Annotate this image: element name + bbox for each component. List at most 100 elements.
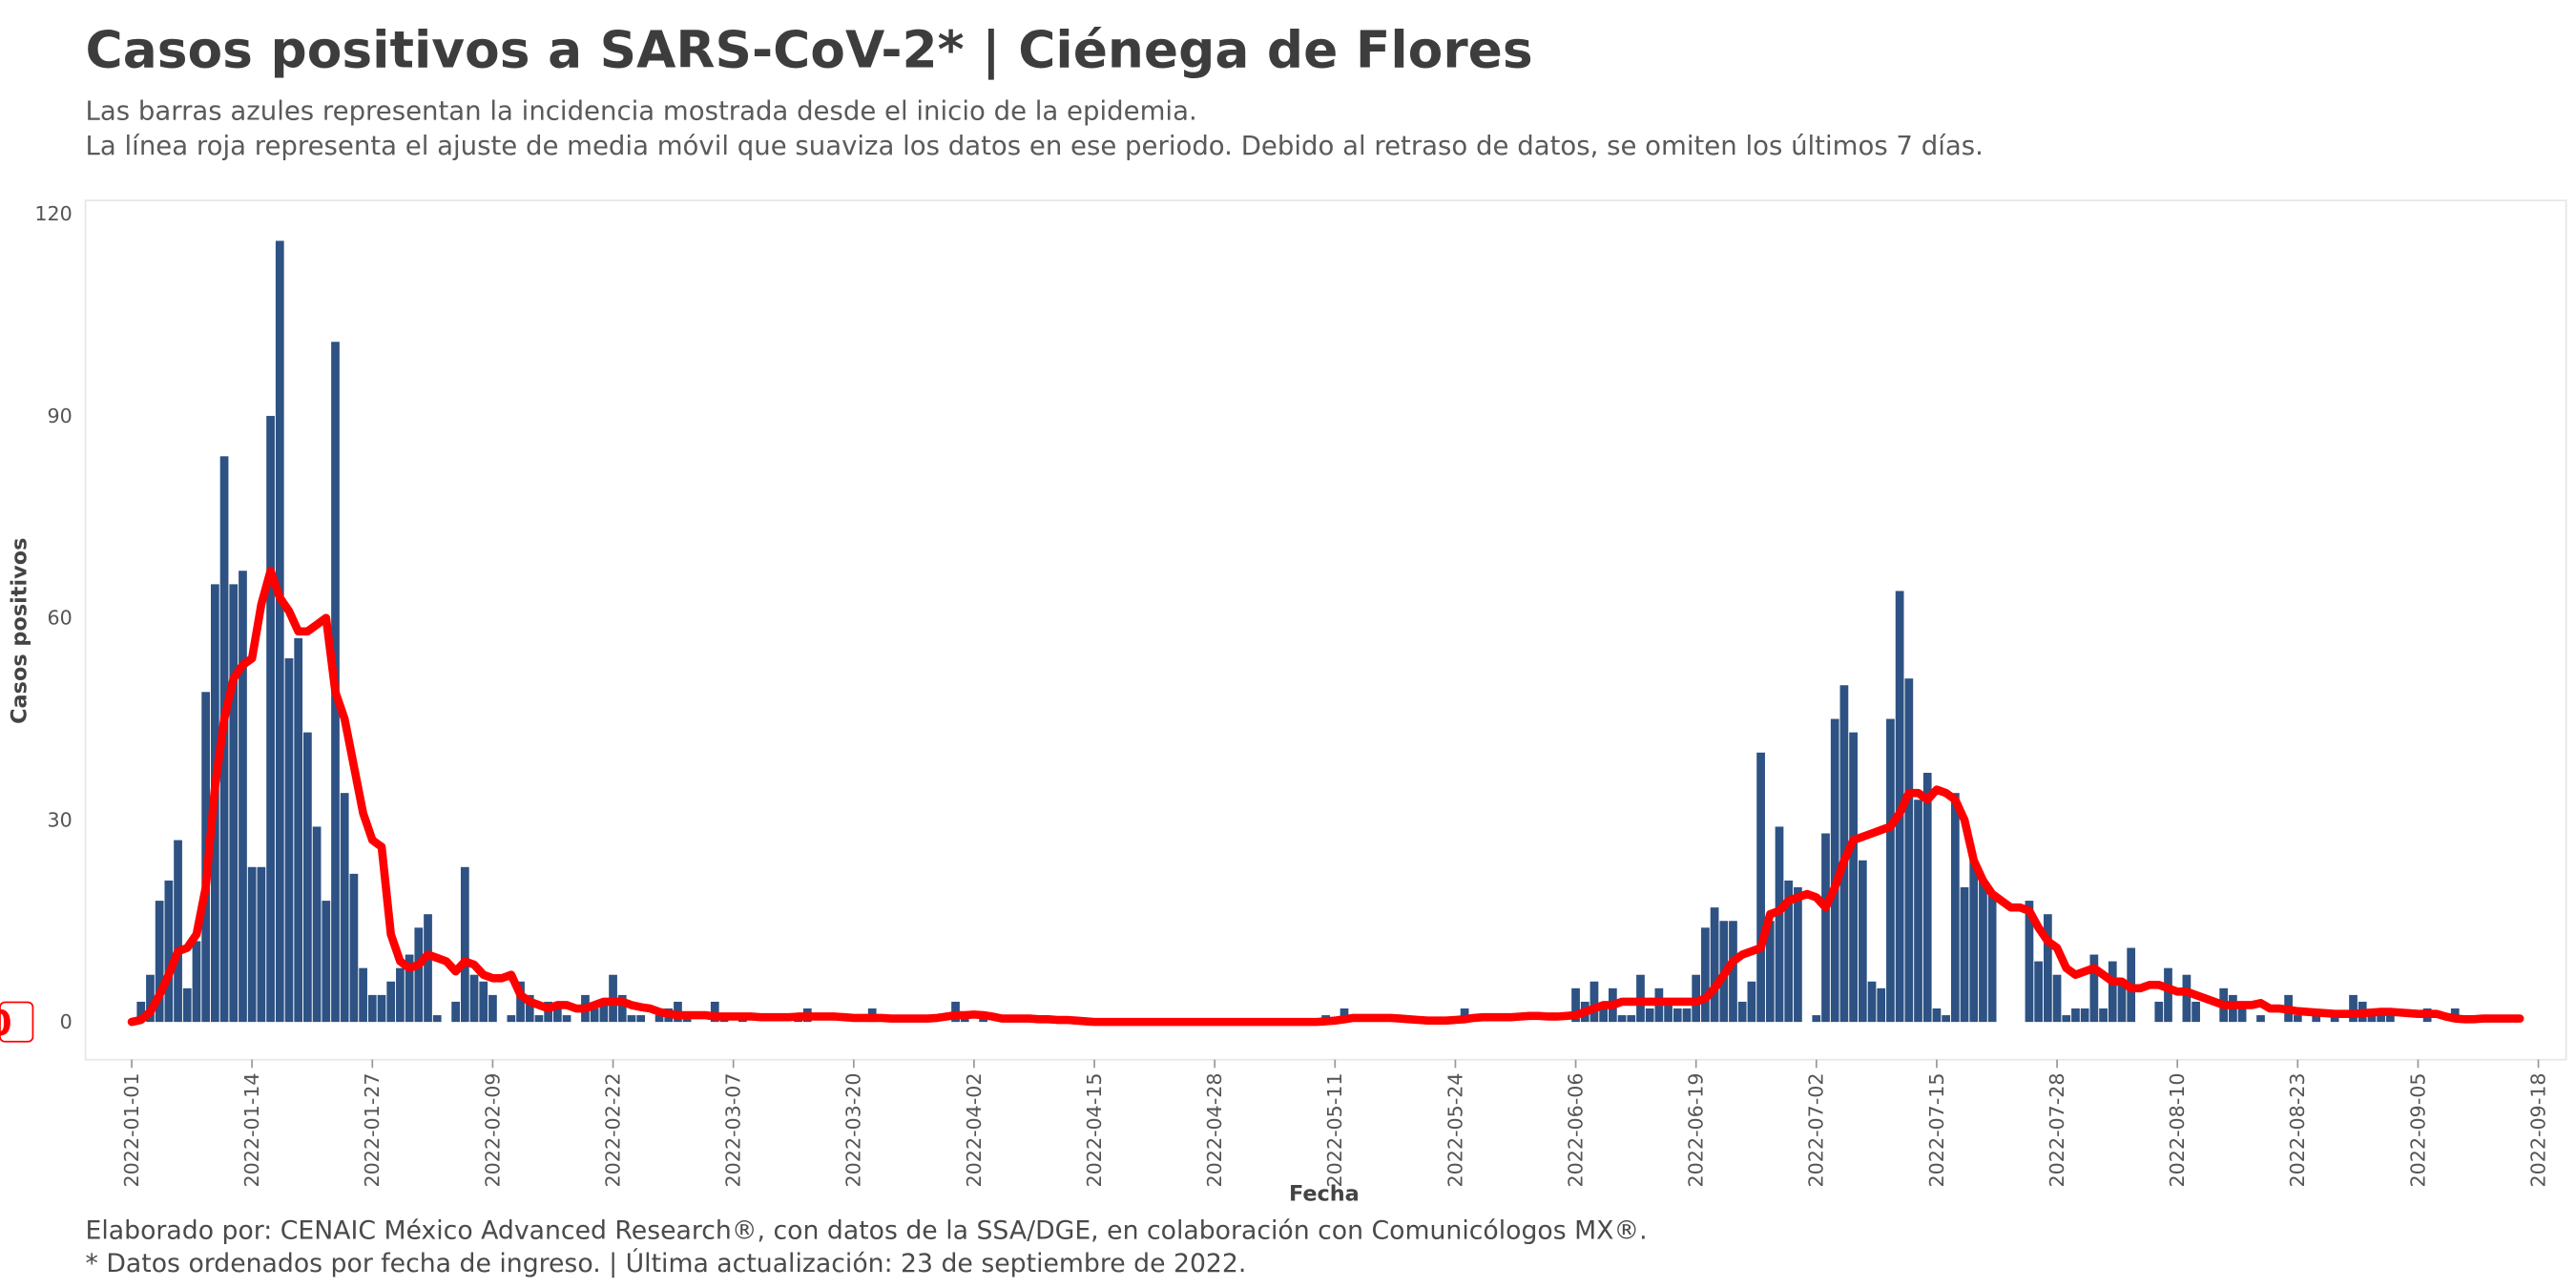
x-tick-label: 2022-09-18 <box>2526 1072 2549 1187</box>
bar <box>1747 981 1756 1023</box>
bar <box>2034 961 2044 1023</box>
bar <box>414 927 424 1023</box>
bar <box>312 826 322 1023</box>
x-tick-label: 2022-04-15 <box>1083 1072 1106 1187</box>
bar <box>359 967 367 1023</box>
bar <box>710 1001 719 1023</box>
x-tick-label: 2022-01-14 <box>240 1072 263 1187</box>
bar <box>2052 974 2062 1023</box>
x-tick-label: 2022-07-15 <box>1925 1072 1948 1187</box>
x-tick-label: 2022-02-09 <box>481 1072 504 1187</box>
bar <box>2330 1015 2339 1023</box>
bar <box>1794 886 1802 1023</box>
bar <box>146 974 155 1023</box>
bar <box>377 994 386 1023</box>
bar <box>1672 1008 1682 1023</box>
bar <box>1682 1008 1692 1023</box>
bar <box>247 866 257 1023</box>
bar <box>303 732 312 1023</box>
bar <box>525 994 534 1023</box>
bar <box>192 941 201 1023</box>
bar <box>1867 981 1877 1023</box>
bar <box>488 994 497 1023</box>
x-tick-label: 2022-03-20 <box>842 1072 865 1187</box>
end-label-box <box>0 1001 34 1043</box>
bar <box>155 901 164 1023</box>
x-tick-label: 2022-08-23 <box>2286 1072 2309 1187</box>
bar <box>2080 1008 2089 1023</box>
bar <box>2099 1008 2108 1023</box>
bar <box>424 914 432 1023</box>
bar <box>1710 907 1719 1023</box>
bar <box>257 866 266 1023</box>
bar <box>1599 1008 1609 1023</box>
bar <box>2293 1015 2302 1023</box>
bar <box>1701 927 1710 1023</box>
x-axis-label: Fecha <box>1289 1182 1360 1207</box>
bar <box>1969 860 1979 1023</box>
bar <box>1979 880 1987 1023</box>
bar <box>1737 1001 1747 1023</box>
bar <box>1775 826 1784 1023</box>
subtitle: La línea roja representa el ajuste de me… <box>86 131 1984 161</box>
x-tick-label: 2022-05-11 <box>1323 1072 1346 1187</box>
bar <box>2367 1015 2377 1023</box>
bar <box>1904 678 1914 1023</box>
bar <box>599 1001 609 1023</box>
bar <box>275 240 284 1023</box>
bar <box>284 658 294 1023</box>
y-tick-label: 90 <box>47 405 72 427</box>
bar <box>432 1015 442 1023</box>
x-tick-label: 2022-04-28 <box>1203 1072 1226 1187</box>
bar <box>2154 1001 2164 1023</box>
bar <box>2071 1008 2080 1023</box>
bar <box>1729 921 1737 1023</box>
bar <box>1784 880 1794 1023</box>
bar <box>2089 954 2099 1023</box>
bar <box>229 584 239 1023</box>
bar <box>1645 1008 1654 1023</box>
bar <box>627 1015 636 1023</box>
bar <box>1571 987 1580 1023</box>
bar <box>654 1015 664 1023</box>
bar <box>136 1001 146 1023</box>
bar <box>2108 961 2117 1023</box>
plot-frame <box>84 199 2567 1061</box>
bar <box>1617 1015 1627 1023</box>
bar <box>322 901 331 1023</box>
chart-title: Casos positivos a SARS-CoV-2* | Ciénega … <box>86 20 1533 80</box>
bar <box>396 967 405 1023</box>
y-tick-label: 30 <box>47 808 72 831</box>
x-tick-label: 2022-07-28 <box>2046 1072 2068 1187</box>
bar <box>174 840 182 1023</box>
x-tick-label: 2022-07-02 <box>1805 1072 1828 1187</box>
x-tick-label: 2022-09-05 <box>2406 1072 2429 1187</box>
bar <box>1858 860 1867 1023</box>
bar <box>469 974 479 1023</box>
bar <box>164 880 174 1023</box>
bar <box>2117 981 2127 1023</box>
bar <box>1664 1001 1672 1023</box>
bar <box>1877 987 1886 1023</box>
bar <box>1987 894 1997 1023</box>
y-axis-label: Casos positivos <box>8 538 32 724</box>
bar <box>1589 981 1599 1023</box>
bar <box>2385 1015 2395 1023</box>
bar <box>507 1015 516 1023</box>
x-tick-label: 2022-01-01 <box>120 1072 143 1187</box>
bar <box>1812 1015 1821 1023</box>
bar <box>2256 1015 2265 1023</box>
x-tick-label: 2022-05-24 <box>1444 1072 1466 1187</box>
bar <box>1914 800 1922 1023</box>
x-tick-label: 2022-01-27 <box>361 1072 384 1187</box>
bar <box>1886 718 1895 1023</box>
bar <box>534 1015 544 1023</box>
x-tick-label: 2022-06-06 <box>1564 1072 1587 1187</box>
bar <box>1932 1008 1942 1023</box>
footer: Elaborado por: CENAIC México Advanced Re… <box>86 1215 1648 1245</box>
y-tick-label: 120 <box>34 202 72 225</box>
bar <box>1765 921 1775 1023</box>
bar <box>636 1015 646 1023</box>
